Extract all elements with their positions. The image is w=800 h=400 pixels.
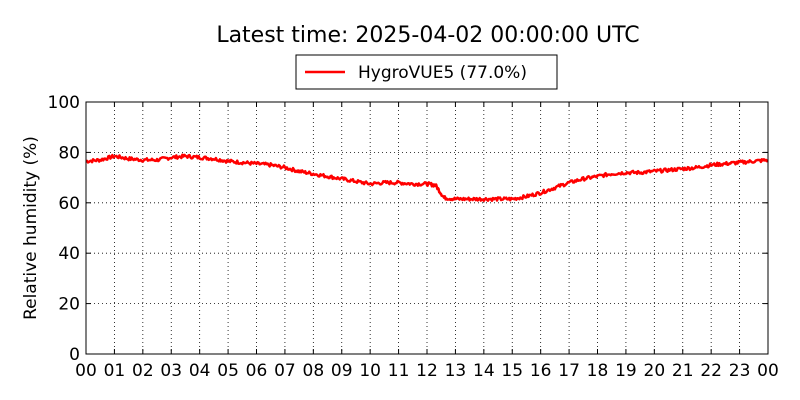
x-tick-label: 05 [217, 361, 239, 381]
x-tick-label: 23 [729, 361, 751, 381]
x-tick-label: 04 [189, 361, 211, 381]
x-tick-label: 22 [700, 361, 722, 381]
x-tick-label: 01 [104, 361, 126, 381]
plot-area-frame [85, 101, 769, 355]
grid [86, 102, 768, 354]
x-tick-label: 00 [757, 361, 779, 381]
y-tick-label: 100 [48, 93, 80, 113]
x-tick-label: 12 [416, 361, 438, 381]
y-axis-tick-labels: 0 20 40 60 80 100 [48, 93, 80, 365]
x-tick-label: 09 [331, 361, 353, 381]
x-tick-label: 11 [388, 361, 410, 381]
legend-label: HygroVUE5 (77.0%) [358, 63, 527, 83]
x-tick-label: 21 [672, 361, 694, 381]
x-tick-label: 16 [530, 361, 552, 381]
x-tick-label: 18 [587, 361, 609, 381]
x-tick-label: 14 [473, 361, 495, 381]
x-tick-label: 03 [160, 361, 182, 381]
x-tick-label: 00 [75, 361, 97, 381]
legend: HygroVUE5 (77.0%) [295, 54, 558, 90]
x-tick-label: 17 [558, 361, 580, 381]
x-tick-label: 13 [445, 361, 467, 381]
y-tick-label: 80 [58, 143, 80, 163]
y-tick-label: 20 [58, 295, 80, 315]
y-tick-label: 40 [58, 244, 80, 264]
y-axis-label: Relative humidity (%) [21, 136, 41, 320]
x-tick-label: 19 [615, 361, 637, 381]
chart-title: Latest time: 2025-04-02 00:00:00 UTC [216, 23, 639, 48]
x-tick-label: 07 [274, 361, 296, 381]
series-line [86, 153, 768, 203]
x-tick-label: 02 [132, 361, 154, 381]
y-tick-label: 0 [69, 345, 80, 365]
x-axis-tick-labels: 00 01 02 03 04 05 06 07 08 09 10 11 12 13 14 15 16 17 18 19… [75, 361, 779, 381]
tick-marks [85, 101, 769, 355]
x-tick-label: 06 [246, 361, 268, 381]
x-tick-label: 15 [501, 361, 523, 381]
x-tick-label: 20 [644, 361, 666, 381]
x-tick-label: 10 [359, 361, 381, 381]
y-tick-label: 60 [58, 194, 80, 214]
x-tick-label: 08 [303, 361, 325, 381]
series-layer [86, 153, 768, 203]
